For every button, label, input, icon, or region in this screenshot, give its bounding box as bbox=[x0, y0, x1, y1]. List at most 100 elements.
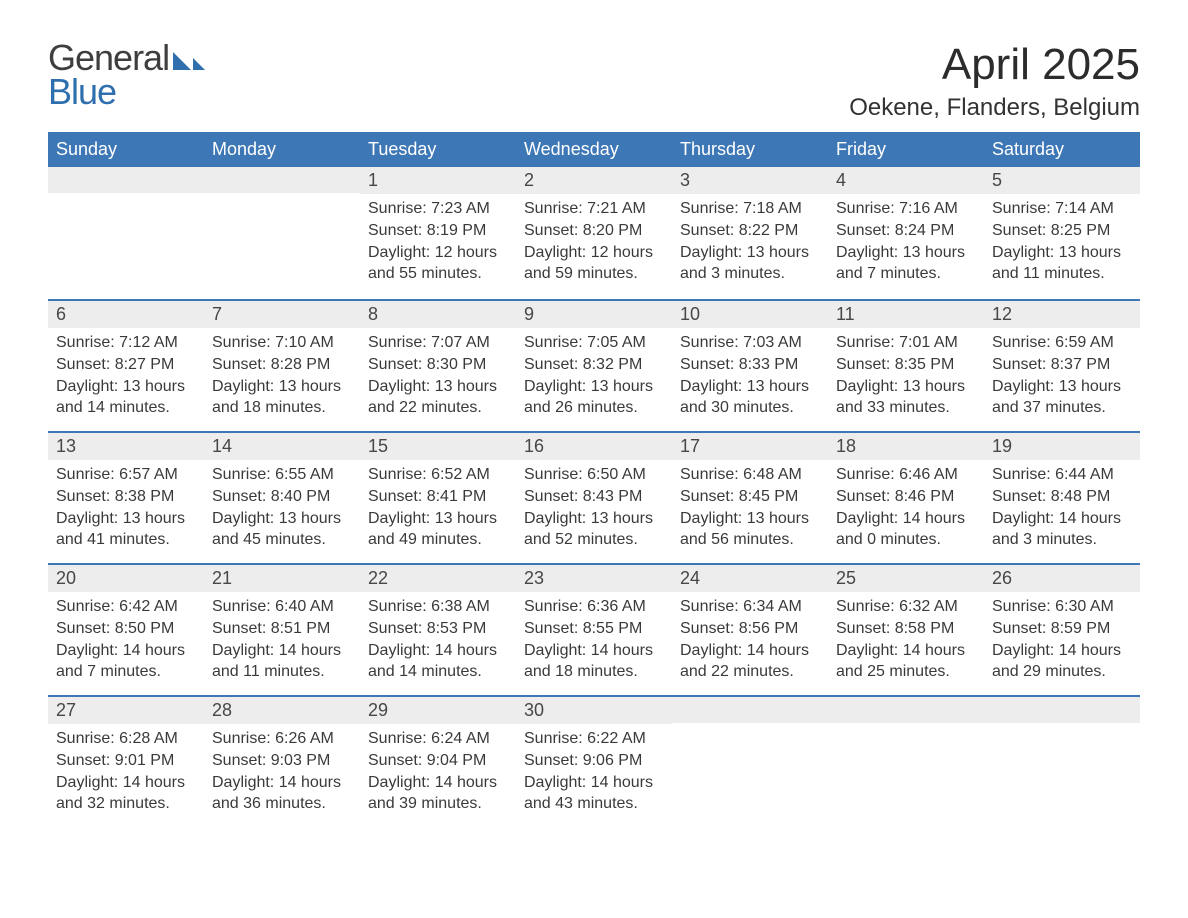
calendar-cell: 19Sunrise: 6:44 AMSunset: 8:48 PMDayligh… bbox=[984, 433, 1140, 563]
day-number: 25 bbox=[828, 565, 984, 592]
day-info: Sunrise: 6:59 AMSunset: 8:37 PMDaylight:… bbox=[984, 328, 1140, 426]
day-number: 22 bbox=[360, 565, 516, 592]
calendar-week-row: 20Sunrise: 6:42 AMSunset: 8:50 PMDayligh… bbox=[48, 563, 1140, 695]
calendar-cell: 10Sunrise: 7:03 AMSunset: 8:33 PMDayligh… bbox=[672, 301, 828, 431]
day-info-line: Sunrise: 6:48 AM bbox=[680, 464, 820, 486]
day-info-line: and 59 minutes. bbox=[524, 263, 664, 285]
day-header: Saturday bbox=[984, 132, 1140, 167]
day-info-line: Sunset: 8:37 PM bbox=[992, 354, 1132, 376]
day-info-line: Sunset: 8:43 PM bbox=[524, 486, 664, 508]
calendar-cell: 29Sunrise: 6:24 AMSunset: 9:04 PMDayligh… bbox=[360, 697, 516, 827]
day-info: Sunrise: 7:10 AMSunset: 8:28 PMDaylight:… bbox=[204, 328, 360, 426]
calendar-cell bbox=[828, 697, 984, 827]
day-info: Sunrise: 7:18 AMSunset: 8:22 PMDaylight:… bbox=[672, 194, 828, 292]
day-info-line: and 18 minutes. bbox=[212, 397, 352, 419]
day-info-line: Daylight: 13 hours bbox=[212, 376, 352, 398]
day-number: 28 bbox=[204, 697, 360, 724]
day-info-line: Daylight: 13 hours bbox=[56, 508, 196, 530]
day-info-line: and 3 minutes. bbox=[992, 529, 1132, 551]
day-info-line: Daylight: 14 hours bbox=[992, 508, 1132, 530]
day-info-line: and 32 minutes. bbox=[56, 793, 196, 815]
day-info-line: Sunrise: 7:21 AM bbox=[524, 198, 664, 220]
day-info-line: Sunset: 8:32 PM bbox=[524, 354, 664, 376]
day-info-line: Sunset: 8:41 PM bbox=[368, 486, 508, 508]
calendar-cell: 3Sunrise: 7:18 AMSunset: 8:22 PMDaylight… bbox=[672, 167, 828, 299]
day-info-line: Daylight: 14 hours bbox=[368, 640, 508, 662]
day-info-line: and 56 minutes. bbox=[680, 529, 820, 551]
day-info-line: and 25 minutes. bbox=[836, 661, 976, 683]
day-info-line: Sunrise: 6:59 AM bbox=[992, 332, 1132, 354]
calendar-cell: 25 Sunrise: 6:32 AMSunset: 8:58 PMDayligh… bbox=[828, 565, 984, 695]
day-info-line: Daylight: 14 hours bbox=[680, 640, 820, 662]
day-info-line: Sunset: 8:58 PM bbox=[836, 618, 976, 640]
day-info-line: Sunset: 9:01 PM bbox=[56, 750, 196, 772]
day-info-line: Sunset: 8:53 PM bbox=[368, 618, 508, 640]
day-info-line: and 29 minutes. bbox=[992, 661, 1132, 683]
day-number: 16 bbox=[516, 433, 672, 460]
day-info: Sunrise: 7:01 AMSunset: 8:35 PMDaylight:… bbox=[828, 328, 984, 426]
day-info-line: Daylight: 13 hours bbox=[368, 508, 508, 530]
calendar-header-row: Sunday Monday Tuesday Wednesday Thursday… bbox=[48, 132, 1140, 167]
day-info-line: and 49 minutes. bbox=[368, 529, 508, 551]
calendar-cell: 21Sunrise: 6:40 AMSunset: 8:51 PMDayligh… bbox=[204, 565, 360, 695]
day-info: Sunrise: 6:26 AMSunset: 9:03 PMDaylight:… bbox=[204, 724, 360, 822]
day-info-line: Sunset: 8:59 PM bbox=[992, 618, 1132, 640]
day-info-line: and 36 minutes. bbox=[212, 793, 352, 815]
month-title: April 2025 bbox=[849, 40, 1140, 90]
day-number bbox=[828, 697, 984, 723]
calendar-cell: 23Sunrise: 6:36 AMSunset: 8:55 PMDayligh… bbox=[516, 565, 672, 695]
day-number: 8 bbox=[360, 301, 516, 328]
day-info-line: Sunrise: 6:44 AM bbox=[992, 464, 1132, 486]
day-info: Sunrise: 6:44 AMSunset: 8:48 PMDaylight:… bbox=[984, 460, 1140, 558]
day-info-line: Sunrise: 6:24 AM bbox=[368, 728, 508, 750]
calendar-cell: 6Sunrise: 7:12 AMSunset: 8:27 PMDaylight… bbox=[48, 301, 204, 431]
calendar-cell: 11Sunrise: 7:01 AMSunset: 8:35 PMDayligh… bbox=[828, 301, 984, 431]
day-info-line: and 45 minutes. bbox=[212, 529, 352, 551]
day-info-line: Sunset: 8:48 PM bbox=[992, 486, 1132, 508]
day-number: 9 bbox=[516, 301, 672, 328]
day-info-line: and 14 minutes. bbox=[368, 661, 508, 683]
day-header: Friday bbox=[828, 132, 984, 167]
calendar-cell: 5Sunrise: 7:14 AMSunset: 8:25 PMDaylight… bbox=[984, 167, 1140, 299]
day-info-line: Sunrise: 6:30 AM bbox=[992, 596, 1132, 618]
day-number: 19 bbox=[984, 433, 1140, 460]
day-info-line: Sunrise: 7:07 AM bbox=[368, 332, 508, 354]
day-info: Sunrise: 6:57 AMSunset: 8:38 PMDaylight:… bbox=[48, 460, 204, 558]
day-info-line: Sunset: 8:27 PM bbox=[56, 354, 196, 376]
day-number: 6 bbox=[48, 301, 204, 328]
day-info: Sunrise: 6:42 AMSunset: 8:50 PMDaylight:… bbox=[48, 592, 204, 690]
calendar-cell bbox=[48, 167, 204, 299]
day-info: Sunrise: 6:24 AMSunset: 9:04 PMDaylight:… bbox=[360, 724, 516, 822]
brand-logo: General Blue bbox=[48, 40, 207, 110]
day-info-line: Sunset: 8:33 PM bbox=[680, 354, 820, 376]
day-number: 20 bbox=[48, 565, 204, 592]
calendar-cell: 16Sunrise: 6:50 AMSunset: 8:43 PMDayligh… bbox=[516, 433, 672, 563]
day-number: 13 bbox=[48, 433, 204, 460]
day-info-line: Daylight: 14 hours bbox=[56, 640, 196, 662]
day-info-line: Sunrise: 6:34 AM bbox=[680, 596, 820, 618]
calendar-cell: 28Sunrise: 6:26 AMSunset: 9:03 PMDayligh… bbox=[204, 697, 360, 827]
day-info-line: Daylight: 13 hours bbox=[56, 376, 196, 398]
day-info-line: Daylight: 13 hours bbox=[992, 242, 1132, 264]
day-info-line: Sunset: 8:25 PM bbox=[992, 220, 1132, 242]
day-info-line: and 14 minutes. bbox=[56, 397, 196, 419]
day-number: 18 bbox=[828, 433, 984, 460]
day-info-line: and 39 minutes. bbox=[368, 793, 508, 815]
calendar-cell: 14Sunrise: 6:55 AMSunset: 8:40 PMDayligh… bbox=[204, 433, 360, 563]
day-info-line: Daylight: 14 hours bbox=[992, 640, 1132, 662]
day-info-line: and 3 minutes. bbox=[680, 263, 820, 285]
day-info-line: Daylight: 13 hours bbox=[212, 508, 352, 530]
calendar-cell: 17Sunrise: 6:48 AMSunset: 8:45 PMDayligh… bbox=[672, 433, 828, 563]
day-info-line: and 33 minutes. bbox=[836, 397, 976, 419]
calendar-cell: 1Sunrise: 7:23 AMSunset: 8:19 PMDaylight… bbox=[360, 167, 516, 299]
day-info-line: Daylight: 14 hours bbox=[212, 640, 352, 662]
day-number: 1 bbox=[360, 167, 516, 194]
day-info-line: Sunrise: 6:42 AM bbox=[56, 596, 196, 618]
day-info-line: Daylight: 14 hours bbox=[524, 640, 664, 662]
day-info-line: Sunrise: 6:32 AM bbox=[836, 596, 976, 618]
day-info-line: Daylight: 12 hours bbox=[524, 242, 664, 264]
day-info-line: and 41 minutes. bbox=[56, 529, 196, 551]
day-info-line: Sunrise: 7:05 AM bbox=[524, 332, 664, 354]
day-info-line: Daylight: 14 hours bbox=[836, 640, 976, 662]
day-number: 4 bbox=[828, 167, 984, 194]
